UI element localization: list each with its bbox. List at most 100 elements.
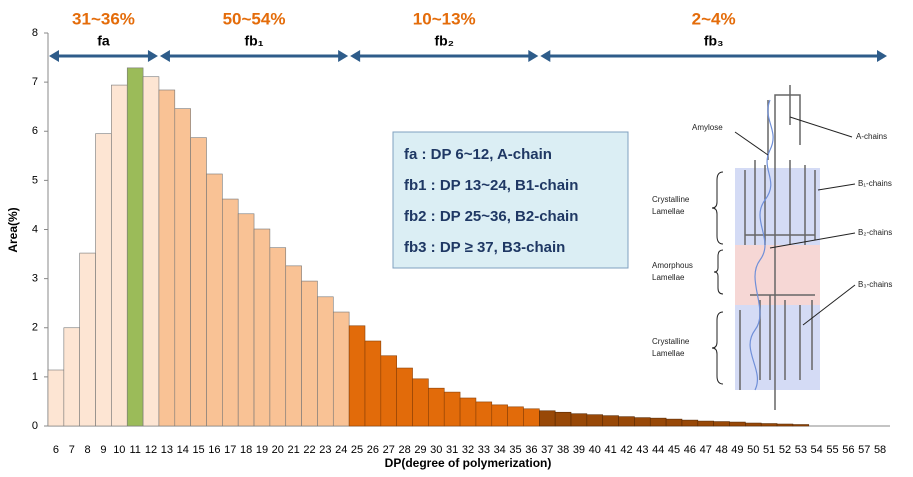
x-tick-label: 36 [525,444,537,456]
group-label: fa [97,33,110,49]
x-tick-label: 46 [684,444,696,456]
y-tick-label: 4 [32,223,38,235]
x-tick-label: 55 [826,444,838,456]
x-tick-label: 33 [478,444,490,456]
y-tick-label: 3 [32,273,38,285]
info-box [392,131,629,269]
x-tick-label: 45 [668,444,680,456]
x-tick-label: 34 [494,444,506,456]
x-tick-label: 15 [192,444,204,456]
x-tick-label: 16 [208,444,220,456]
diagram-label: Crystalline [652,195,690,204]
info-line: fb2 : DP 25~36, B2-chain [404,208,578,225]
bar [237,213,255,427]
bar [776,423,794,427]
y-axis-title: Area(%) [6,207,20,252]
bar [443,391,461,427]
y-tick-label: 0 [32,420,38,432]
y-tick-label: 1 [32,371,38,383]
x-tick-label: 57 [858,444,870,456]
x-tick-label: 42 [620,444,632,456]
x-tick-label: 41 [605,444,617,456]
x-tick-label: 35 [509,444,521,456]
x-tick-label: 27 [383,444,395,456]
bar [649,417,667,427]
x-tick-label: 48 [715,444,727,456]
bar [222,198,239,427]
bar [760,423,778,427]
x-tick-label: 23 [319,444,331,456]
bar [554,411,572,427]
x-tick-label: 37 [541,444,553,456]
bar [792,424,810,427]
bar [301,280,318,427]
bar [126,67,144,427]
x-tick-label: 58 [874,444,886,456]
x-tick-label: 13 [161,444,173,456]
x-tick-label: 25 [351,444,363,456]
y-tick-label: 7 [32,76,38,88]
diagram-label: Amorphous [652,261,693,270]
info-line: fb3 : DP ≥ 37, B3-chain [404,239,565,256]
x-tick-label: 54 [811,444,823,456]
x-tick-label: 11 [129,444,140,456]
diagram-label: Lamellae [652,273,685,282]
x-axis-title: DP(degree of polymerization) [385,456,552,470]
bar [618,416,635,427]
x-tick-label: 44 [652,444,664,456]
x-tick-label: 32 [462,444,474,456]
bar [459,397,477,427]
y-tick-label: 5 [32,174,38,186]
x-tick-label: 14 [177,444,189,456]
amylose-diagram: Amylose A-chains B₁-chains B₂-chains B₃-… [652,85,892,410]
x-tick-label: 18 [240,444,252,456]
group-percent: 10~13% [413,9,476,28]
group-label: fb₁ [245,33,264,49]
bar [332,311,350,427]
x-tick-label: 6 [53,444,59,456]
bar [63,327,80,427]
bar [634,417,651,427]
bar [396,367,413,427]
bar [206,173,223,427]
bar [713,421,730,427]
amylose-strand [749,99,774,391]
diagram-label: Amylose [692,123,723,132]
diagram-label: Lamellae [652,207,685,216]
x-tick-label: 28 [398,444,410,456]
bar [665,418,683,427]
bar [317,296,334,427]
x-tick-label: 8 [85,444,91,456]
amorphous-region [735,245,820,305]
bar [428,387,445,427]
bar [602,415,619,427]
diagram-label: B₃-chains [858,280,892,289]
x-tick-label: 51 [763,444,775,456]
brace-arrows [711,116,856,385]
diagram-label: Lamellae [652,349,685,358]
x-tick-label: 49 [731,444,743,456]
group-percent: 2~4% [692,9,736,28]
x-tick-label: 19 [256,444,268,456]
x-tick-label: 20 [272,444,284,456]
bar [174,108,191,427]
bar [681,419,699,427]
bar [380,355,397,427]
diagram-label: A-chains [856,132,887,141]
x-tick-label: 22 [303,444,315,456]
x-tick-label: 53 [795,444,807,456]
bar [285,265,302,427]
bar [570,413,588,427]
crystalline-region [735,168,820,245]
x-tick-label: 38 [557,444,569,456]
bar [348,325,366,427]
bar [190,137,207,427]
x-tick-label: 31 [446,444,458,456]
x-tick-label: 40 [589,444,601,456]
bar [475,401,493,427]
y-tick-label: 2 [32,322,38,334]
x-tick-label: 17 [224,444,236,456]
x-tick-label: 39 [573,444,585,456]
bar [586,414,604,427]
x-tick-label: 43 [636,444,648,456]
